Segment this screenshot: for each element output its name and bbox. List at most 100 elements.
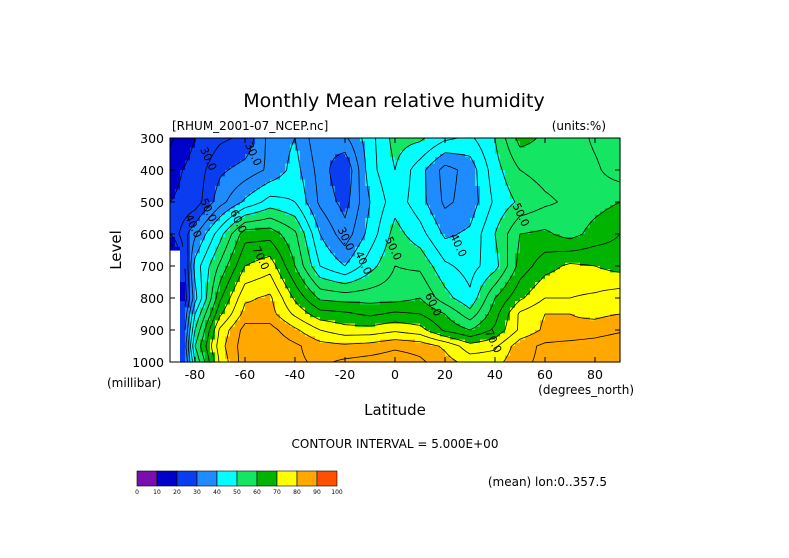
contour-fill-cell: [300, 272, 306, 277]
contour-fill-cell: [375, 307, 381, 312]
contour-fill-cell: [280, 301, 286, 305]
contour-fill-cell: [175, 195, 181, 200]
contour-fill-cell: [360, 160, 366, 165]
contour-fill-cell: [370, 198, 376, 203]
contour-fill-cell: [530, 256, 536, 261]
contour-fill-cell: [335, 243, 341, 248]
contour-fill-cell: [215, 173, 221, 177]
contour-fill-cell: [385, 282, 391, 286]
contour-fill-cell: [595, 230, 601, 235]
contour-fill-cell: [315, 211, 321, 216]
contour-fill-cell: [305, 214, 311, 219]
contour-fill-cell: [330, 166, 336, 171]
contour-fill-cell: [240, 195, 246, 200]
contour-fill-cell: [430, 282, 436, 286]
contour-fill-cell: [285, 291, 291, 296]
contour-fill-cell: [195, 253, 201, 257]
contour-fill-cell: [470, 278, 476, 283]
contour-fill-cell: [355, 192, 361, 197]
contour-fill-cell: [280, 256, 286, 261]
contour-fill-cell: [465, 262, 471, 267]
contour-fill-cell: [190, 269, 196, 273]
contour-fill-cell: [300, 291, 306, 296]
contour-fill-cell: [190, 179, 196, 184]
contour-fill-cell: [570, 259, 576, 264]
contour-fill-cell: [390, 214, 396, 219]
contour-fill-cell: [180, 224, 186, 229]
file-label: [RHUM_2001-07_NCEP.nc]: [172, 119, 328, 133]
contour-fill-cell: [425, 208, 431, 213]
contour-fill-cell: [505, 182, 511, 187]
contour-fill-cell: [590, 224, 596, 229]
contour-fill-cell: [260, 266, 266, 270]
contour-fill-cell: [575, 256, 581, 261]
contour-fill-cell: [250, 285, 256, 289]
contour-fill-cell: [415, 173, 421, 177]
contour-fill-cell: [315, 179, 321, 184]
contour-fill-cell: [240, 272, 246, 277]
contour-fill-cell: [395, 186, 401, 190]
contour-fill-cell: [410, 182, 416, 187]
contour-fill-cell: [195, 157, 201, 161]
contour-fill-cell: [265, 269, 271, 273]
contour-fill-cell: [280, 262, 286, 267]
contour-fill-cell: [190, 272, 196, 277]
contour-fill-cell: [380, 291, 386, 296]
contour-fill-cell: [205, 259, 211, 264]
contour-fill-cell: [290, 278, 296, 283]
contour-fill-cell: [430, 166, 436, 171]
contour-fill-cell: [560, 298, 566, 302]
contour-fill-cell: [410, 243, 416, 248]
contour-fill-cell: [375, 282, 381, 286]
contour-fill-cell: [610, 138, 616, 142]
contour-fill-cell: [255, 163, 261, 168]
contour-fill-cell: [300, 285, 306, 289]
contour-fill-cell: [185, 272, 191, 277]
contour-fill-cell: [390, 189, 396, 193]
contour-fill-cell: [280, 314, 286, 318]
contour-fill-cell: [420, 304, 426, 309]
contour-fill-cell: [380, 250, 386, 254]
contour-fill-cell: [605, 218, 611, 222]
contour-fill-cell: [515, 304, 521, 309]
contour-fill-cell: [250, 256, 256, 261]
contour-fill-cell: [175, 234, 181, 238]
contour-fill-cell: [580, 269, 586, 273]
contour-fill-cell: [305, 144, 311, 149]
contour-fill-cell: [275, 157, 281, 161]
contour-fill-cell: [405, 246, 411, 251]
contour-fill-cell: [465, 298, 471, 302]
contour-fill-cell: [525, 266, 531, 270]
contour-fill-cell: [425, 310, 431, 315]
contour-fill-cell: [435, 192, 441, 197]
contour-fill-cell: [415, 192, 421, 197]
contour-fill-cell: [400, 163, 406, 168]
contour-fill-cell: [505, 307, 511, 312]
contour-fill-cell: [460, 301, 466, 305]
contour-fill-cell: [465, 250, 471, 254]
contour-fill-cell: [410, 227, 416, 232]
contour-fill-cell: [375, 150, 381, 155]
contour-fill-cell: [280, 227, 286, 232]
contour-fill-cell: [425, 218, 431, 222]
contour-fill-cell: [190, 256, 196, 261]
contour-fill-cell: [495, 214, 501, 219]
contour-fill-cell: [555, 285, 561, 289]
contour-fill-cell: [210, 192, 216, 197]
contour-fill-cell: [600, 150, 606, 155]
contour-fill-cell: [315, 288, 321, 293]
contour-fill-cell: [410, 314, 416, 318]
contour-fill-cell: [530, 307, 536, 312]
contour-fill-cell: [320, 141, 326, 145]
contour-fill-cell: [320, 208, 326, 213]
contour-fill-cell: [315, 262, 321, 267]
contour-fill-cell: [245, 266, 251, 270]
contour-fill-cell: [410, 237, 416, 241]
contour-fill-cell: [420, 298, 426, 302]
contour-fill-cell: [295, 288, 301, 293]
contour-fill-cell: [335, 182, 341, 187]
contour-fill-cell: [525, 234, 531, 238]
contour-fill-cell: [350, 259, 356, 264]
contour-fill-cell: [235, 160, 241, 165]
contour-fill-cell: [600, 166, 606, 171]
